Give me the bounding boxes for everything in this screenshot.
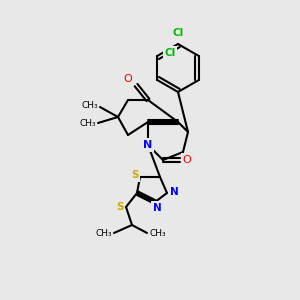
Text: N: N bbox=[169, 187, 178, 197]
Text: N: N bbox=[143, 140, 153, 150]
Text: O: O bbox=[183, 155, 191, 165]
Text: Cl: Cl bbox=[165, 48, 176, 58]
Text: S: S bbox=[116, 202, 124, 212]
Text: Cl: Cl bbox=[172, 28, 184, 38]
Text: O: O bbox=[124, 74, 132, 84]
Text: CH₃: CH₃ bbox=[81, 101, 98, 110]
Text: S: S bbox=[131, 170, 139, 180]
Text: CH₃: CH₃ bbox=[80, 118, 96, 127]
Text: N: N bbox=[153, 203, 161, 213]
Text: CH₃: CH₃ bbox=[95, 229, 112, 238]
Text: CH₃: CH₃ bbox=[149, 229, 166, 238]
